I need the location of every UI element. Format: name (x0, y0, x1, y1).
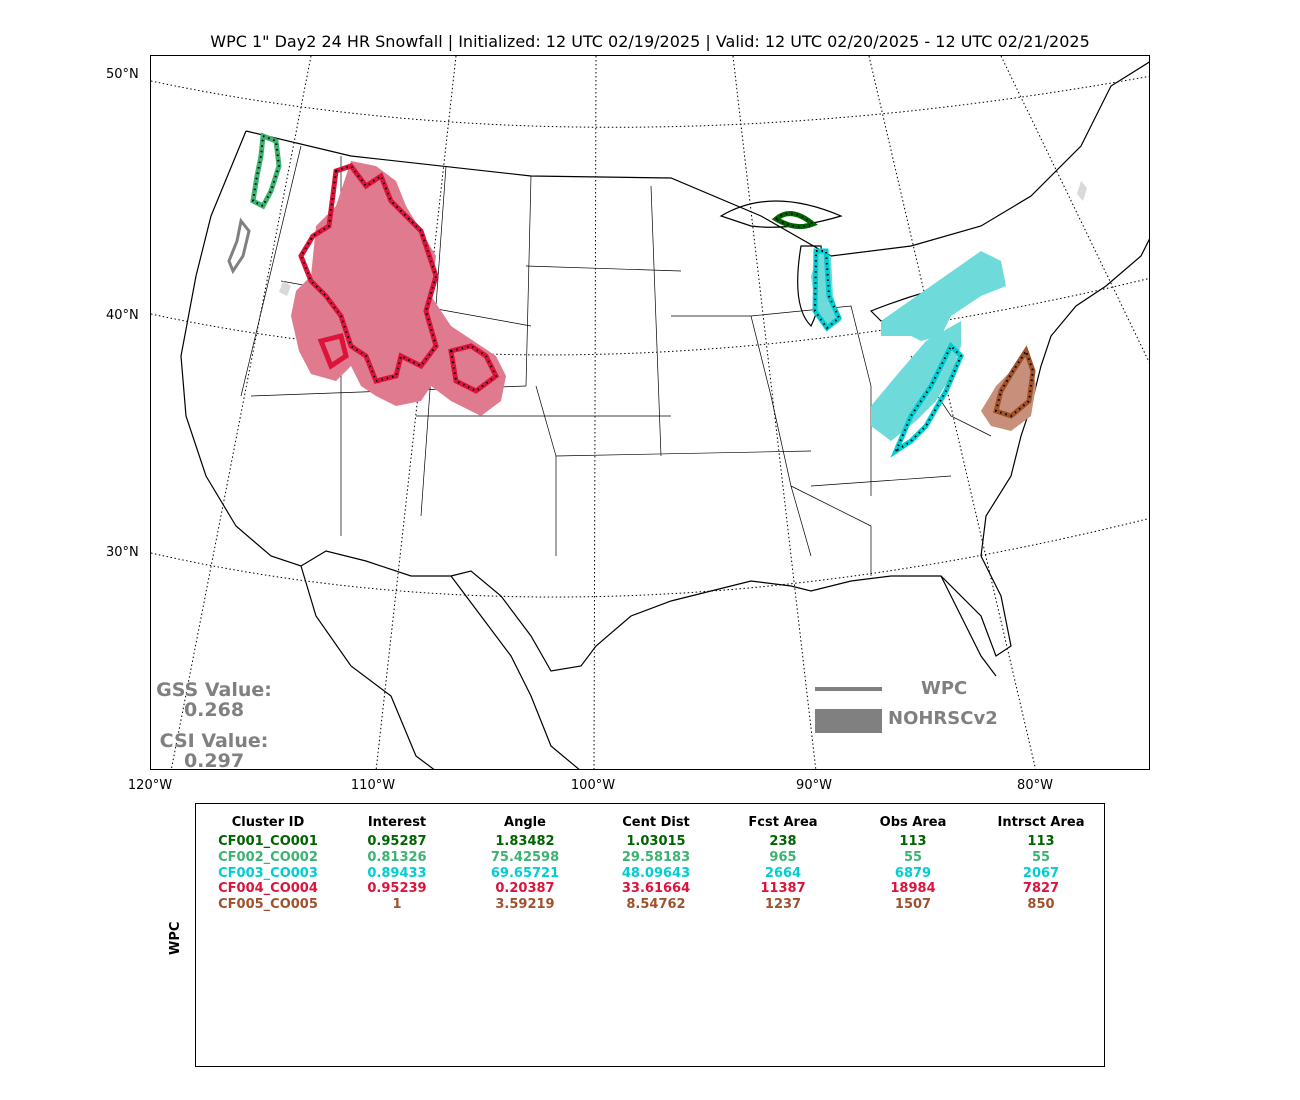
header-obs-area: Obs Area (879, 815, 947, 830)
lat-label-30n: 30°N (106, 545, 139, 560)
cell-angle: 3.59219 (495, 897, 555, 913)
csi-value: 0.297 (183, 750, 245, 772)
cell-intrsct-area: 850 (1027, 897, 1055, 913)
meridian-120w (170, 56, 312, 769)
header-cent-dist: Cent Dist (622, 815, 690, 830)
cell-cent-dist: 33.61664 (621, 881, 691, 897)
conus-outline (180, 130, 1149, 672)
table-side-label: WPC (168, 921, 183, 955)
cell-interest: 0.89433 (367, 865, 427, 881)
lon-label-110w: 110°W (350, 778, 396, 793)
parallel-30n (151, 517, 1149, 598)
graticule (151, 56, 1149, 769)
lon-label-120w: 120°W (127, 778, 173, 793)
cell-fcst-area: 238 (769, 834, 797, 849)
lon-label-100w: 100°W (570, 778, 616, 793)
cell-angle: 69.65721 (490, 865, 560, 881)
lat-label-40n: 40°N (106, 308, 139, 323)
cell-interest: 0.95287 (367, 834, 427, 849)
header-angle: Angle (504, 815, 546, 830)
cell-intrsct-area: 55 (1031, 849, 1051, 865)
cell-angle: 1.83482 (495, 834, 555, 849)
cell-interest: 0.81326 (367, 849, 427, 865)
stats-table (195, 803, 1105, 1067)
cell-angle: 75.42598 (490, 849, 560, 865)
cell-interest: 1 (392, 897, 402, 913)
cell-cent-dist: 8.54762 (626, 897, 686, 913)
obs-cluster-gray (1077, 181, 1087, 201)
gss-value: 0.268 (183, 699, 245, 721)
legend-fill-swatch (815, 709, 882, 733)
great-lake-superior (719, 200, 843, 228)
mexico-outline (300, 565, 580, 769)
csi-label: CSI Value: (159, 730, 269, 752)
parallel-50n (151, 75, 1149, 128)
cell-obs-area: 6879 (894, 865, 932, 881)
obs-cluster-red (291, 161, 506, 416)
cell-obs-area: 113 (899, 834, 927, 849)
meridian-100w (593, 56, 597, 769)
cell-fcst-area: 965 (769, 849, 797, 865)
cell-interest: 0.95239 (367, 881, 427, 897)
header-interest: Interest (367, 815, 427, 830)
cell-angle: 0.20387 (495, 881, 555, 897)
cell-cluster-id: CF003_CO003 (218, 865, 318, 881)
canada-border (245, 61, 1149, 257)
fcst-cluster-gray (227, 217, 251, 275)
legend-fill-label: NOHRSCv2 (888, 708, 998, 729)
legend-line-label: WPC (921, 678, 968, 699)
cell-cluster-id: CF004_CO004 (218, 881, 318, 897)
cell-obs-area: 1507 (894, 897, 932, 913)
intersect-markers (251, 134, 1035, 454)
obs-cluster-gray-2 (279, 281, 291, 296)
map-title: WPC 1" Day2 24 HR Snowfall | Initialized… (210, 32, 1090, 51)
fcst-cluster-green (250, 132, 282, 210)
map-svg (151, 56, 1149, 769)
cell-cent-dist: 48.09643 (621, 865, 691, 881)
legend-line-swatch (815, 687, 882, 691)
state-borders (240, 145, 992, 576)
cell-fcst-area: 2664 (764, 865, 802, 881)
meridian-70w (1000, 56, 1149, 364)
header-intrsct-area: Intrsct Area (997, 815, 1085, 830)
obs-cluster-cyan-2 (881, 251, 1006, 341)
cell-fcst-area: 1237 (764, 897, 802, 913)
cell-cluster-id: CF001_CO001 (218, 834, 318, 849)
cell-intrsct-area: 7827 (1022, 881, 1060, 897)
cell-intrsct-area: 2067 (1022, 865, 1060, 881)
obs-cluster-cyan-3 (871, 321, 961, 441)
obs-clusters (279, 161, 1087, 441)
cell-cluster-id: CF002_CO002 (218, 849, 318, 865)
coastlines (180, 61, 1149, 769)
fcst-cluster-red-3 (317, 332, 349, 370)
gss-label: GSS Value: (156, 679, 272, 701)
lat-label-50n: 50°N (106, 67, 139, 82)
header-cluster-id: Cluster ID (231, 815, 305, 830)
cell-cluster-id: CF005_CO005 (218, 897, 318, 913)
florida-coast (940, 575, 997, 677)
cell-fcst-area: 11387 (760, 881, 806, 897)
cell-cent-dist: 1.03015 (626, 834, 686, 849)
cell-obs-area: 55 (903, 849, 923, 865)
map-frame (150, 55, 1150, 770)
cell-intrsct-area: 113 (1027, 834, 1055, 849)
header-fcst-area: Fcst Area (748, 815, 818, 830)
cell-cent-dist: 29.58183 (621, 849, 691, 865)
lon-label-80w: 80°W (1017, 778, 1053, 793)
cell-obs-area: 18984 (890, 881, 936, 897)
lon-label-90w: 90°W (796, 778, 832, 793)
